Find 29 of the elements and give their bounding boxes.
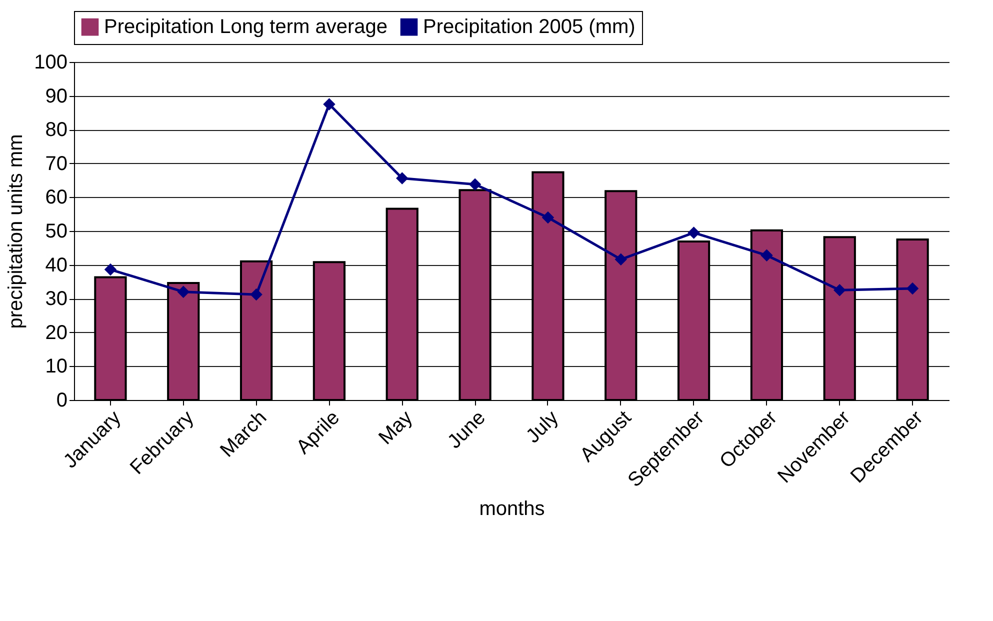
y-tick-label: 50 — [45, 220, 68, 242]
y-tick-label: 80 — [45, 119, 68, 142]
point — [396, 172, 408, 184]
point — [906, 282, 919, 295]
point — [760, 249, 773, 262]
y-tick-label: 100 — [34, 52, 68, 74]
point — [468, 178, 482, 190]
point — [614, 253, 627, 266]
legend-label: Precipitation 2005 (mm) — [423, 16, 636, 38]
y-tick-label: 0 — [56, 390, 68, 412]
y-tick-label: 60 — [45, 186, 68, 209]
y-tick-label: 40 — [45, 254, 68, 276]
y-tick-label: 30 — [45, 288, 68, 310]
y-tick-label: 20 — [45, 322, 68, 344]
legend-label: Precipitation Long term average — [104, 16, 388, 38]
point — [542, 211, 554, 224]
x-tick-label: July — [522, 406, 563, 448]
point — [688, 226, 700, 239]
y-axis-title: precipitation units mm — [5, 134, 28, 329]
point — [250, 288, 262, 301]
point — [834, 284, 846, 296]
x-axis-title: months — [479, 498, 545, 520]
y-tick-label: 90 — [45, 85, 68, 108]
point — [323, 98, 336, 110]
y-tick-label: 70 — [45, 152, 68, 175]
x-tick-label: May — [374, 406, 417, 450]
point — [104, 263, 117, 276]
y-tick-label: 10 — [45, 356, 68, 378]
point — [177, 286, 190, 298]
